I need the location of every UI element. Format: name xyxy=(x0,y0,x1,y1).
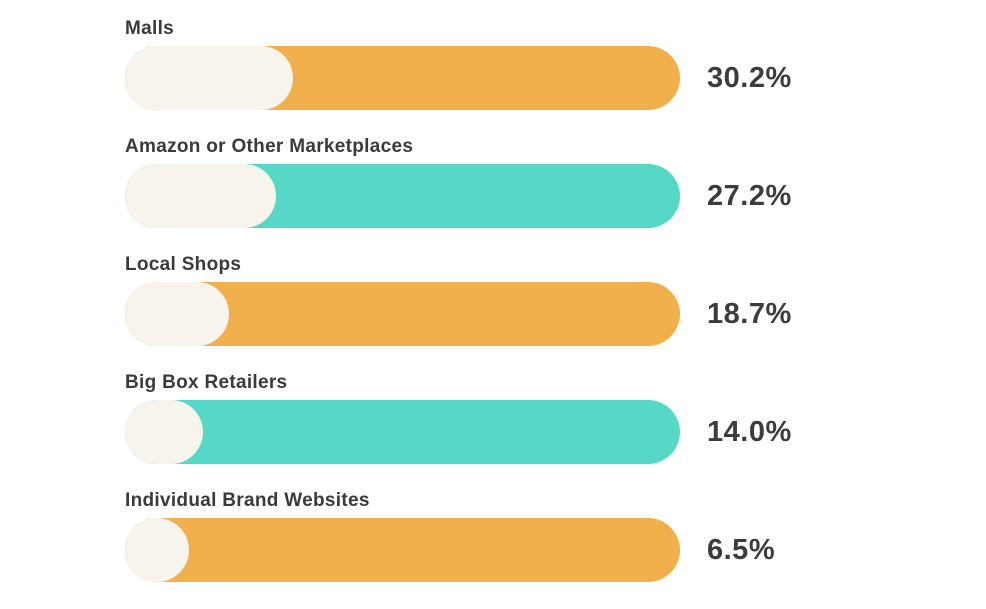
bar-row-individual-brand-websites: Individual Brand Websites 6.5% xyxy=(125,490,986,582)
bar-row-malls: Malls 30.2% xyxy=(125,18,986,110)
value-label: 6.5% xyxy=(707,533,776,566)
category-label: Big Box Retailers xyxy=(125,372,288,393)
bar-fill xyxy=(125,400,203,464)
bar-fill xyxy=(125,164,276,228)
bar-fill xyxy=(125,518,189,582)
bar-track xyxy=(125,400,680,464)
value-label: 30.2% xyxy=(707,61,792,94)
value-label: 18.7% xyxy=(707,297,792,330)
horizontal-bar-chart: Malls 30.2% Amazon or Other Marketplaces… xyxy=(125,18,986,582)
bar-fill xyxy=(125,282,229,346)
category-label: Amazon or Other Marketplaces xyxy=(125,136,414,157)
bar-track xyxy=(125,518,680,582)
category-label: Individual Brand Websites xyxy=(125,490,370,511)
bar-fill xyxy=(125,46,293,110)
bar-row-amazon-or-other-marketplaces: Amazon or Other Marketplaces 27.2% xyxy=(125,136,986,228)
category-label: Malls xyxy=(125,18,175,39)
bar-row-local-shops: Local Shops 18.7% xyxy=(125,254,986,346)
category-label: Local Shops xyxy=(125,254,242,275)
bar-line: 18.7% xyxy=(125,282,986,346)
bar-track xyxy=(125,282,680,346)
bar-line: 27.2% xyxy=(125,164,986,228)
bar-track xyxy=(125,46,680,110)
bar-line: 6.5% xyxy=(125,518,986,582)
bar-row-big-box-retailers: Big Box Retailers 14.0% xyxy=(125,372,986,464)
bar-line: 30.2% xyxy=(125,46,986,110)
bar-track xyxy=(125,164,680,228)
value-label: 14.0% xyxy=(707,415,792,448)
bar-line: 14.0% xyxy=(125,400,986,464)
value-label: 27.2% xyxy=(707,179,792,212)
